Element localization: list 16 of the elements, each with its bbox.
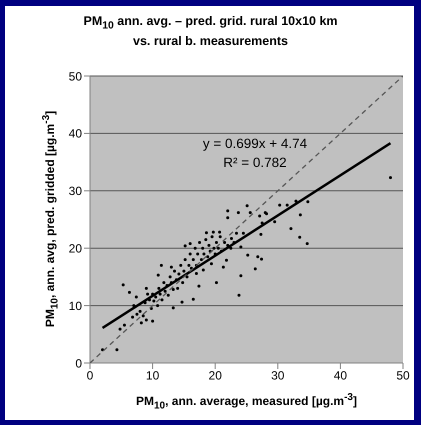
- x-tick-label: 40: [334, 368, 348, 383]
- y-tick-label: 10: [68, 298, 82, 313]
- y-tick-label: 30: [68, 184, 82, 198]
- x-tick-label: 50: [396, 368, 410, 383]
- y-tick-label: 20: [68, 241, 82, 256]
- annotation: y = 0.699x + 4.74: [202, 136, 308, 151]
- chart-title: PM$_{10}$ ann. avg. – pred. grid. rural 10x10 km vs. rural b. measurements: [82, 14, 339, 48]
- annotation: R² = 0.782: [222, 155, 288, 170]
- x-tick-label: 0: [86, 368, 94, 383]
- y-tick-label: 0: [75, 356, 82, 370]
- x-tick-label: 20: [208, 368, 222, 383]
- y-tick-label: 50: [68, 69, 82, 84]
- x-tick-label: 30: [271, 368, 285, 383]
- x-axis-title: PM$_{10}$, ann. average, measured [µg.m$^{-3}$]: [134, 392, 358, 412]
- y-tick-label: 40: [68, 126, 82, 141]
- x-tick-label: 10: [146, 368, 160, 383]
